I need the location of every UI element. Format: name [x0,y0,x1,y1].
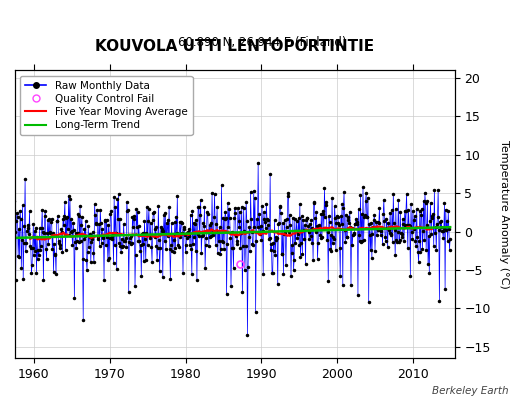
Title: KOUVOLA UTTI LENTOPORTINTIE: KOUVOLA UTTI LENTOPORTINTIE [95,39,374,54]
Y-axis label: Temperature Anomaly (°C): Temperature Anomaly (°C) [499,140,509,289]
Text: Berkeley Earth: Berkeley Earth [432,386,508,396]
Text: 60.890 N, 26.944 E (Finland): 60.890 N, 26.944 E (Finland) [178,36,346,49]
Legend: Raw Monthly Data, Quality Control Fail, Five Year Moving Average, Long-Term Tren: Raw Monthly Data, Quality Control Fail, … [20,76,192,136]
